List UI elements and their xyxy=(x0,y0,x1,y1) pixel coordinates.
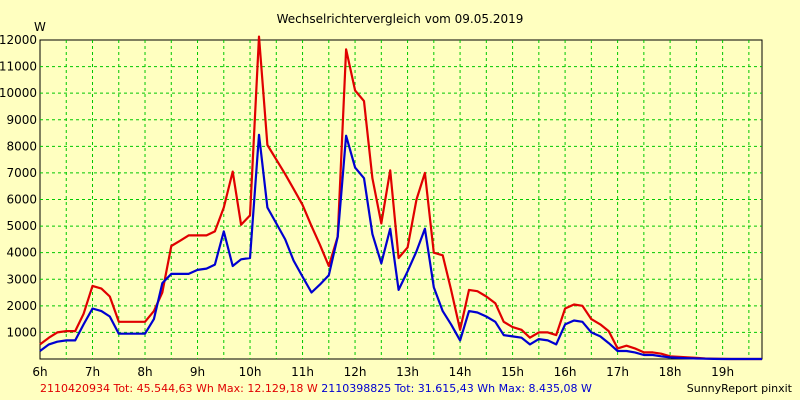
plot-area: 1000 2000 3000 4000 5000 6000 7000 8000 9000 1000… xyxy=(0,33,763,379)
legend-footer: 2110420934 Tot: 45.544,63 Wh Max: 12.129… xyxy=(40,382,592,395)
x-tick-label: 16h xyxy=(554,365,577,379)
legend-entry-red-inverter: 2110420934 Tot: 45.544,63 Wh Max: 12.129… xyxy=(40,382,318,395)
x-tick-label: 10h xyxy=(239,365,262,379)
series-line-red xyxy=(39,35,762,361)
x-tick-label: 7h xyxy=(85,365,100,379)
x-tick-label: 18h xyxy=(659,365,682,379)
y-tick-label: 4000 xyxy=(6,246,37,260)
y-tick-label: 12000 xyxy=(0,33,37,47)
chart-canvas: Wechselrichtervergleich vom 09.05.2019 W… xyxy=(0,12,763,379)
y-tick-label: 8000 xyxy=(6,139,37,153)
y-tick-label: 3000 xyxy=(6,272,37,286)
x-tick-label: 11h xyxy=(291,365,314,379)
x-tick-label: 12h xyxy=(344,365,367,379)
credit-label: SunnyReport pinxit xyxy=(686,382,792,395)
y-tick-label: 6000 xyxy=(6,193,37,207)
y-tick-label: 9000 xyxy=(6,113,37,127)
x-tick-label: 17h xyxy=(606,365,629,379)
y-tick-label: 7000 xyxy=(6,166,37,180)
x-tick-label: 19h xyxy=(711,365,734,379)
chart-title: Wechselrichtervergleich vom 09.05.2019 xyxy=(277,12,524,26)
y-tick-label: 1000 xyxy=(6,325,37,339)
x-tick-label: 8h xyxy=(137,365,152,379)
y-axis-unit: W xyxy=(34,20,46,34)
y-tick-label: 2000 xyxy=(6,299,37,313)
x-tick-label: 6h xyxy=(32,365,47,379)
y-tick-label: 5000 xyxy=(6,219,37,233)
y-tick-label: 11000 xyxy=(0,60,37,74)
x-tick-label: 9h xyxy=(190,365,205,379)
x-tick-label: 15h xyxy=(501,365,524,379)
x-tick-label: 14h xyxy=(449,365,472,379)
legend-entry-blue-inverter: 2110398825 Tot: 31.615,43 Wh Max: 8.435,… xyxy=(321,382,592,395)
series-line-blue xyxy=(39,133,762,361)
y-tick-label: 10000 xyxy=(0,86,37,100)
x-tick-label: 13h xyxy=(396,365,419,379)
